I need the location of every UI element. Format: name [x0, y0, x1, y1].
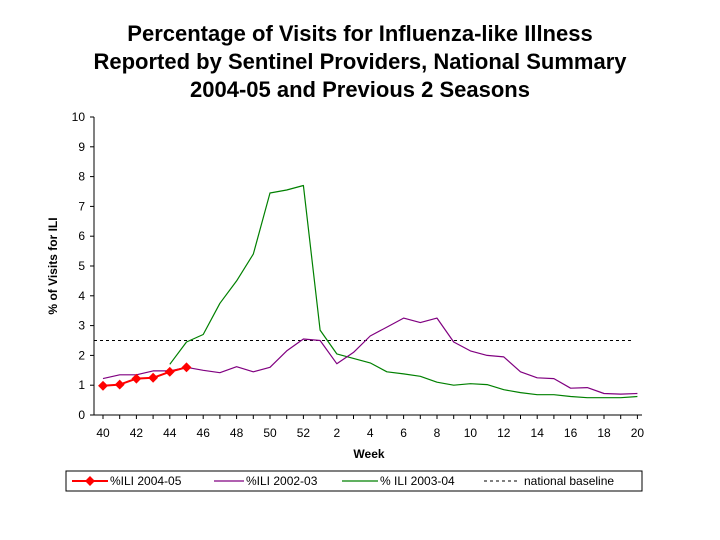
x-tick-label: 50 [263, 426, 277, 440]
x-tick-label: 14 [531, 426, 545, 440]
legend-label-2002-03: %ILI 2002-03 [246, 474, 318, 488]
y-tick-label: 1 [78, 378, 85, 392]
x-tick-label: 48 [230, 426, 244, 440]
chart-title-line-1: Percentage of Visits for Influenza-like … [127, 21, 593, 46]
y-axis-title: % of Visits for ILI [46, 217, 60, 314]
data-point-2004-05 [181, 362, 192, 373]
data-point-2004-05 [131, 373, 142, 384]
x-tick-label: 4 [367, 426, 374, 440]
y-tick-label: 5 [78, 259, 85, 273]
y-tick-label: 9 [78, 140, 85, 154]
y-tick-label: 7 [78, 199, 85, 213]
x-axis-title: Week [353, 447, 384, 461]
y-tick-label: 2 [78, 348, 85, 362]
y-tick-label: 6 [78, 229, 85, 243]
x-tick-label: 10 [464, 426, 478, 440]
x-tick-label: 42 [130, 426, 144, 440]
data-point-2004-05 [164, 366, 175, 377]
y-tick-label: 0 [78, 408, 85, 422]
x-tick-label: 12 [497, 426, 511, 440]
series-line-2003-04 [169, 184, 638, 399]
x-tick-label: 46 [197, 426, 211, 440]
legend: %ILI 2004-05 %ILI 2002-03 % ILI 2003-04 … [65, 470, 643, 492]
x-tick-label: 6 [400, 426, 407, 440]
y-tick-label: 10 [72, 110, 86, 124]
x-tick-label: 52 [297, 426, 311, 440]
chart-title-line-2: Reported by Sentinel Providers, National… [93, 49, 627, 74]
legend-label-2004-05: %ILI 2004-05 [110, 474, 182, 488]
legend-entry-2002-03: %ILI 2002-03 [214, 474, 318, 488]
legend-label-baseline: national baseline [524, 474, 614, 488]
x-tick-label: 44 [163, 426, 177, 440]
data-point-2004-05 [148, 372, 159, 383]
x-tick-label: 18 [597, 426, 611, 440]
y-tick-label: 3 [78, 319, 85, 333]
chart-title-line-3: 2004-05 and Previous 2 Seasons [190, 77, 530, 102]
legend-entry-baseline: national baseline [484, 474, 614, 488]
data-point-2004-05 [114, 379, 125, 390]
x-tick-label: 40 [96, 426, 110, 440]
y-tick-label: 4 [78, 289, 85, 303]
series-line-2002-03 [102, 317, 638, 395]
chart-title: Percentage of Visits for Influenza-like … [0, 20, 720, 104]
x-tick-label: 2 [333, 426, 340, 440]
y-tick-label: 8 [78, 170, 85, 184]
legend-label-2003-04: % ILI 2003-04 [380, 474, 455, 488]
data-point-2004-05 [98, 380, 108, 391]
legend-entry-2003-04: % ILI 2003-04 [342, 474, 455, 488]
x-tick-label: 8 [434, 426, 441, 440]
x-tick-label: 20 [631, 426, 645, 440]
x-tick-label: 16 [564, 426, 578, 440]
series-line-2004-05 [102, 366, 187, 387]
